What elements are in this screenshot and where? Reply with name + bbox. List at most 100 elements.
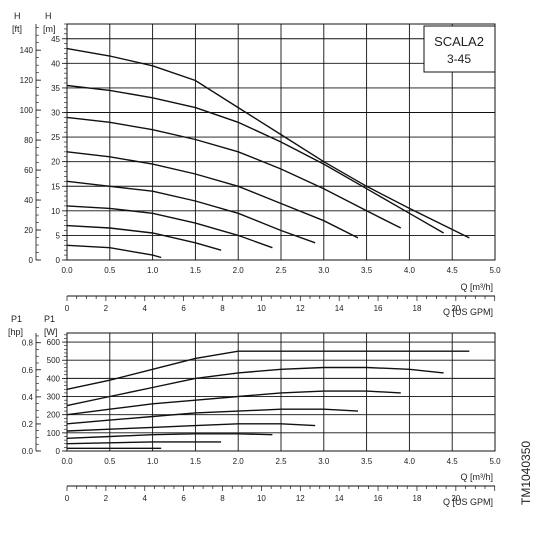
power-right-axis-title: P1 <box>44 314 55 324</box>
x-tick-label: 1.5 <box>190 457 202 466</box>
alt-y-tick-label: 40 <box>24 196 33 205</box>
alt-y-tick-label: 0.6 <box>22 366 34 375</box>
head-curves <box>66 47 470 259</box>
curve-5 <box>66 180 316 244</box>
gpm-tick-label: 4 <box>143 494 148 503</box>
head-right-axis-title: H <box>45 11 52 21</box>
gpm-tick-label: 10 <box>257 304 266 313</box>
head-left-axis-title: H <box>14 11 21 21</box>
y-tick-label: 500 <box>47 356 61 365</box>
alt-y-tick-label: 140 <box>20 46 34 55</box>
gpm-tick-label: 10 <box>257 494 266 503</box>
y-tick-label: 30 <box>51 109 60 118</box>
gpm-tick-label: 12 <box>296 494 305 503</box>
alt-y-tick-label: 100 <box>20 106 34 115</box>
gpm-tick-label: 0 <box>65 494 70 503</box>
y-tick-label: 100 <box>47 429 61 438</box>
x-tick-label: 3.0 <box>318 266 330 275</box>
curve-4 <box>66 151 359 239</box>
curve-2 <box>66 366 444 407</box>
y-tick-label: 200 <box>47 411 61 420</box>
curve-3 <box>66 390 401 416</box>
alt-y-tick-label: 0 <box>29 256 34 265</box>
x-tick-label: 0.5 <box>104 266 116 275</box>
curve-6 <box>66 205 273 249</box>
curve-3 <box>66 116 402 229</box>
figure-code: TM1040350 <box>519 441 533 505</box>
model-label-box <box>423 25 496 73</box>
gpm-tick-label: 6 <box>181 304 186 313</box>
y-tick-label: 15 <box>51 182 60 191</box>
power-x-tick-labels: 0.0 0.5 1.0 1.5 2.0 2.5 3.0 3.5 4.0 4.5 5.0 <box>61 457 501 466</box>
gpm-tick-label: 2 <box>104 494 109 503</box>
gpm-tick-label: 8 <box>220 494 225 503</box>
x-tick-label: 4.5 <box>447 266 459 275</box>
head-x-axis-title: Q [m³/h] <box>460 282 493 292</box>
power-gpm-axis-title: Q [US GPM] <box>443 497 493 507</box>
power-x-axis-title: Q [m³/h] <box>460 472 493 482</box>
x-tick-label: 3.5 <box>361 457 373 466</box>
power-left-axis-title: P1 <box>11 314 22 324</box>
x-tick-label: 2.5 <box>275 457 287 466</box>
curve-1 <box>66 47 470 239</box>
x-tick-label: 3.5 <box>361 266 373 275</box>
gpm-tick-label: 14 <box>335 304 344 313</box>
x-tick-label: 4.0 <box>404 266 416 275</box>
x-tick-label: 0.0 <box>61 266 73 275</box>
gpm-tick-label: 12 <box>296 304 305 313</box>
head-y-tick-labels-m: 0 5 10 15 20 25 30 35 40 45 <box>51 35 60 265</box>
curve-7 <box>66 441 222 445</box>
gpm-tick-label: 16 <box>374 494 383 503</box>
y-tick-label: 35 <box>51 84 60 93</box>
gpm-tick-label: 14 <box>335 494 344 503</box>
y-tick-label: 45 <box>51 35 60 44</box>
alt-y-tick-label: 0.8 <box>22 339 34 348</box>
head-right-axis-unit: [m] <box>43 24 56 34</box>
alt-y-tick-label: 0.2 <box>22 420 34 429</box>
gpm-tick-label: 4 <box>143 304 148 313</box>
curve-1 <box>66 350 470 390</box>
curve-7 <box>66 224 222 251</box>
x-tick-label: 2.0 <box>233 457 245 466</box>
power-curves <box>66 350 470 449</box>
x-tick-label: 4.0 <box>404 457 416 466</box>
model-name: SCALA2 <box>434 34 484 49</box>
x-tick-label: 2.0 <box>233 266 245 275</box>
x-tick-label: 5.0 <box>489 457 501 466</box>
head-y-tick-labels-ft: 0 20 40 60 80 100 120 140 <box>20 46 34 265</box>
curve-5 <box>66 423 316 432</box>
gpm-tick-label: 0 <box>65 304 70 313</box>
x-tick-label: 1.0 <box>147 266 159 275</box>
x-tick-label: 2.5 <box>275 266 287 275</box>
power-right-axis-unit: [W] <box>44 327 58 337</box>
gpm-tick-label: 16 <box>374 304 383 313</box>
alt-y-tick-label: 120 <box>20 76 34 85</box>
x-tick-label: 0.0 <box>61 457 73 466</box>
plot-frame <box>66 332 496 452</box>
y-tick-label: 20 <box>51 158 60 167</box>
curve-4 <box>66 408 359 425</box>
y-tick-label: 300 <box>47 393 61 402</box>
gpm-tick-label: 18 <box>413 494 422 503</box>
model-variant: 3-45 <box>447 52 471 66</box>
power-grid <box>35 332 496 452</box>
alt-y-tick-label: 0.4 <box>22 393 34 402</box>
y-tick-label: 600 <box>47 338 61 347</box>
alt-y-tick-label: 20 <box>24 226 33 235</box>
x-tick-label: 5.0 <box>489 266 501 275</box>
alt-y-tick-label: 80 <box>24 136 33 145</box>
x-tick-label: 3.0 <box>318 457 330 466</box>
gpm-tick-label: 6 <box>181 494 186 503</box>
x-tick-label: 0.5 <box>104 457 116 466</box>
x-tick-label: 1.0 <box>147 457 159 466</box>
gpm-tick-label: 8 <box>220 304 225 313</box>
power-left-axis-unit: [hp] <box>8 327 23 337</box>
y-tick-label: 10 <box>51 207 60 216</box>
x-tick-label: 4.5 <box>447 457 459 466</box>
curve-2 <box>66 84 444 234</box>
power-gpm-axis: 0 2 4 6 8 10 12 14 16 18 20 <box>65 485 496 503</box>
head-x-tick-labels: 0.0 0.5 1.0 1.5 2.0 2.5 3.0 3.5 4.0 4.5 5.0 <box>61 266 501 275</box>
power-y-tick-labels-hp: 0.0 0.2 0.4 0.6 0.8 <box>22 339 34 456</box>
x-tick-label: 1.5 <box>190 266 202 275</box>
